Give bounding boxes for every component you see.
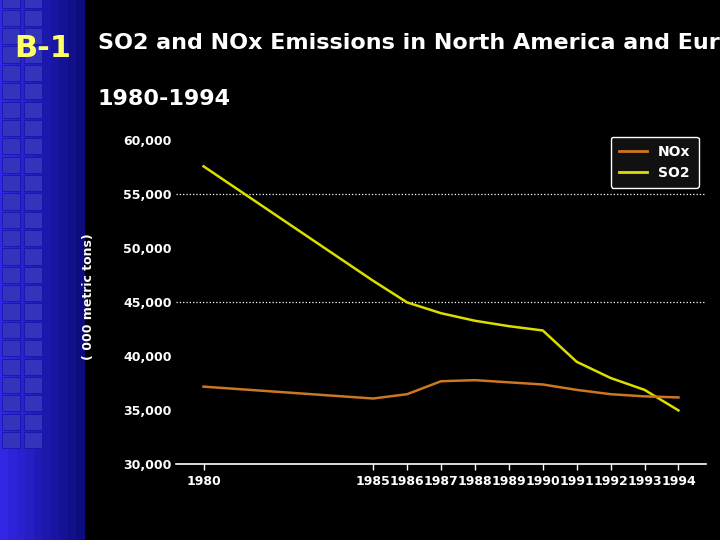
Bar	[24, 83, 42, 99]
Bar	[24, 340, 42, 356]
Bar	[1, 414, 20, 430]
Bar	[1, 322, 20, 338]
Bar	[24, 28, 42, 44]
Bar	[1, 65, 20, 81]
Bar	[1, 267, 20, 283]
Bar	[1, 303, 20, 320]
Bar	[1, 157, 20, 173]
Bar	[24, 120, 42, 136]
Bar	[1, 395, 20, 411]
Bar	[24, 212, 42, 228]
Bar	[24, 46, 42, 63]
Bar	[1, 83, 20, 99]
Bar	[24, 414, 42, 430]
Bar	[24, 395, 42, 411]
Bar	[24, 432, 42, 448]
Text: SO2 and NOx Emissions in North America and Europe,: SO2 and NOx Emissions in North America a…	[98, 33, 720, 53]
Bar	[1, 46, 20, 63]
Bar	[24, 377, 42, 393]
Legend: NOx, SO2: NOx, SO2	[611, 137, 698, 188]
Bar	[1, 212, 20, 228]
Bar	[24, 322, 42, 338]
Text: ( 000 metric tons): ( 000 metric tons)	[82, 234, 95, 360]
Bar	[1, 102, 20, 118]
Bar	[1, 138, 20, 154]
Bar	[1, 10, 20, 26]
Bar	[1, 28, 20, 44]
Text: B-1: B-1	[14, 34, 71, 63]
Bar	[24, 0, 42, 8]
Bar	[1, 230, 20, 246]
Bar	[1, 432, 20, 448]
Bar	[24, 157, 42, 173]
Bar	[1, 120, 20, 136]
Bar	[24, 102, 42, 118]
Text: 1980-1994: 1980-1994	[98, 89, 230, 109]
Bar	[24, 175, 42, 191]
Bar	[1, 340, 20, 356]
Bar	[1, 248, 20, 265]
Bar	[24, 138, 42, 154]
Bar	[24, 193, 42, 210]
Bar	[24, 267, 42, 283]
Bar	[1, 193, 20, 210]
Bar	[1, 175, 20, 191]
Bar	[1, 0, 20, 8]
Bar	[1, 377, 20, 393]
Bar	[24, 10, 42, 26]
Bar	[24, 303, 42, 320]
Bar	[24, 65, 42, 81]
Bar	[24, 248, 42, 265]
Bar	[1, 285, 20, 301]
Bar	[1, 359, 20, 375]
Bar	[24, 285, 42, 301]
Bar	[24, 230, 42, 246]
Bar	[24, 359, 42, 375]
